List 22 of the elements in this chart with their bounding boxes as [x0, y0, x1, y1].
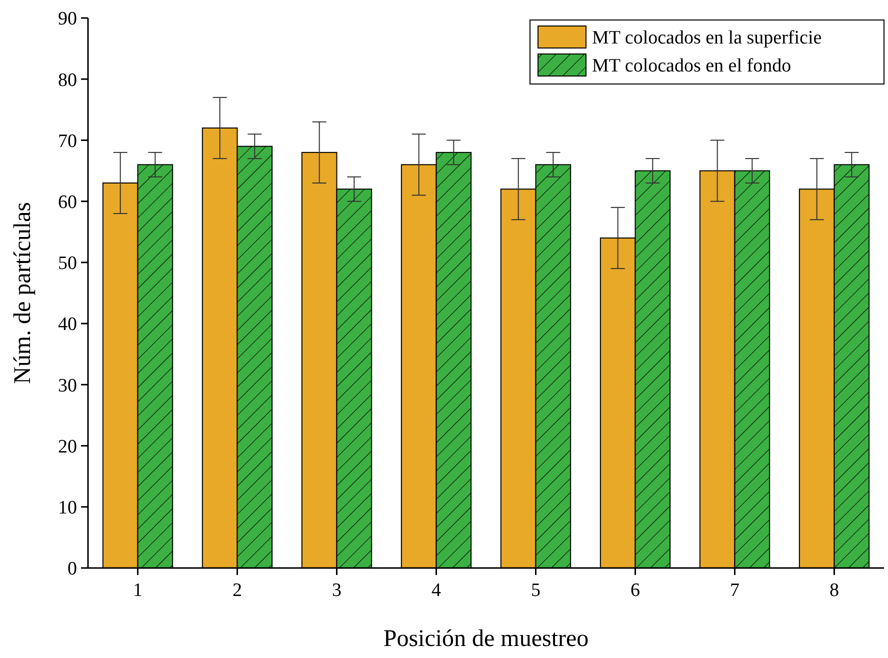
x-tick-label: 7: [730, 580, 740, 601]
y-tick-label: 50: [58, 253, 77, 274]
x-axis-title: Posición de muestreo: [383, 626, 589, 652]
y-axis-title: Núm. de partículas: [10, 202, 36, 384]
y-tick-label: 10: [58, 498, 77, 519]
x-tick-label: 2: [232, 580, 242, 601]
x-tick-label: 3: [332, 580, 342, 601]
y-tick-label: 0: [68, 558, 77, 580]
y-tick-label: 20: [58, 436, 77, 458]
legend-label: MT colocados en la superficie: [592, 28, 822, 49]
y-tick-label: 70: [58, 130, 77, 152]
legend-label: MT colocados en el fondo: [592, 56, 792, 77]
x-tick-label: 1: [133, 580, 142, 601]
x-tick-label: 6: [630, 580, 640, 601]
y-tick-label: 40: [58, 314, 77, 336]
y-tick-label: 80: [58, 70, 77, 91]
x-tick-label: 8: [830, 580, 839, 601]
y-tick-label: 60: [58, 192, 77, 213]
y-tick-label: 90: [58, 8, 77, 30]
x-tick-label: 4: [432, 580, 442, 601]
x-tick-label: 5: [531, 580, 540, 601]
y-tick-label: 30: [58, 375, 77, 396]
